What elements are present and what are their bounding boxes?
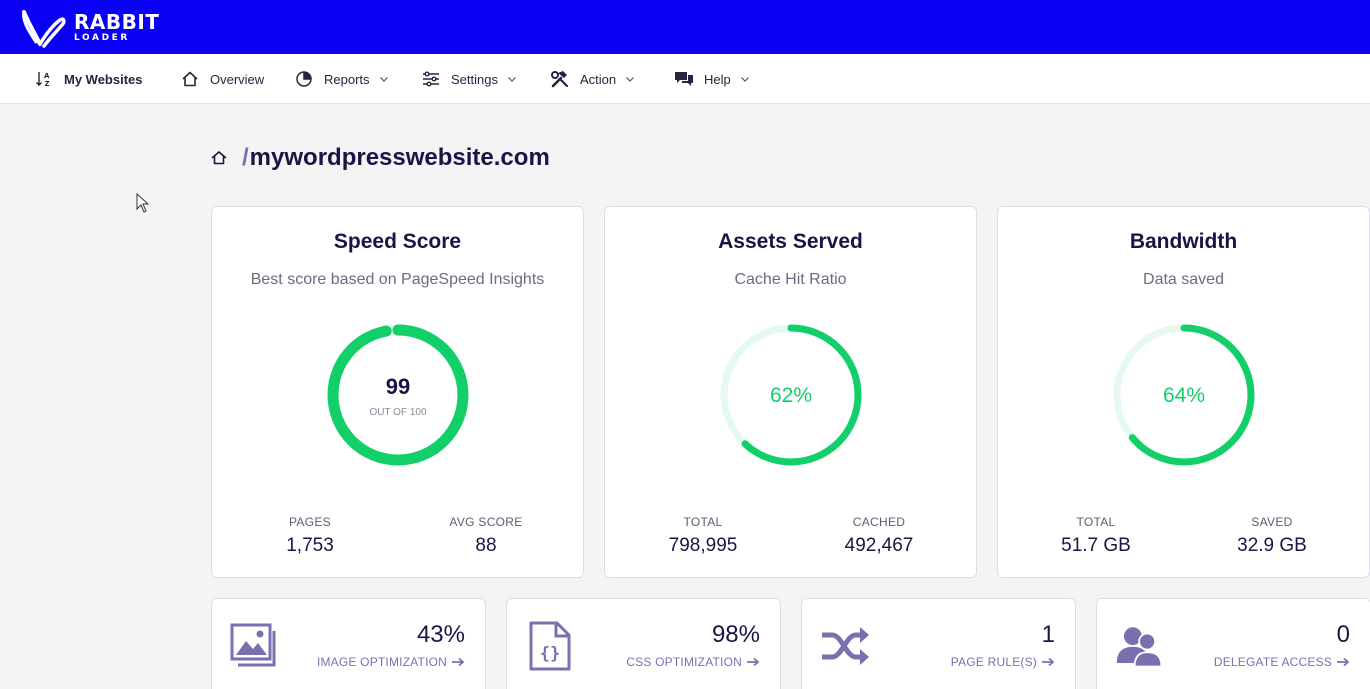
chevron-down-icon [379,74,389,84]
chevron-down-icon [625,74,635,84]
center-value: 99 [385,374,409,399]
nav-action-label: Action [580,71,617,87]
tile-link[interactable]: IMAGE OPTIMIZATION [317,655,465,669]
nav-reports[interactable]: Reports [294,54,389,104]
home-icon [180,69,200,89]
card-title: Bandwidth [1129,230,1238,253]
chevron-down-icon [507,74,517,84]
tools-icon [550,69,570,89]
svg-text:Z: Z [45,80,50,88]
stat-avg-score: AVG SCORE 88 [416,515,556,557]
stat-value: 492,467 [844,535,914,556]
nav-my-websites-label: My Websites [64,71,143,87]
stat-pages: PAGES 1,753 [240,515,380,557]
arrow-right-icon [1042,657,1055,667]
brand-line1: RABBIT [74,9,160,34]
pie-chart-icon [294,69,314,89]
nav-settings[interactable]: Settings [421,54,517,104]
tile-label: CSS OPTIMIZATION [626,655,742,669]
progress-arc [327,324,468,466]
stat-total: TOTAL 51.7 GB [1026,515,1166,557]
speed-score-card: Speed Score Best score based on PageSpee… [211,206,584,578]
nav-help-label: Help [704,71,731,87]
center-value: 64% [1162,384,1204,407]
nav-my-websites[interactable]: A Z My Websites [34,54,143,104]
stat-label: CACHED [852,515,906,529]
delegate-access-tile[interactable]: 0 DELEGATE ACCESS [1096,598,1370,689]
breadcrumb-separator: / [242,144,249,171]
nav-settings-label: Settings [451,71,498,87]
image-optimization-tile[interactable]: 43% IMAGE OPTIMIZATION [211,598,486,689]
tile-value: 0 [1336,621,1350,648]
card-subtitle: Cache Hit Ratio [734,271,847,288]
bandwidth-donut: 64% [1113,324,1254,466]
shuffle-icon [822,627,869,665]
center-sub: OUT OF 100 [369,407,426,418]
arrow-right-icon [747,657,760,667]
home-icon[interactable] [210,149,228,167]
tile-link[interactable]: CSS OPTIMIZATION [626,655,760,669]
card-subtitle: Data saved [1143,271,1224,288]
brand-line2: LOADER [74,32,130,43]
nav-action[interactable]: Action [550,54,635,104]
chevron-down-icon [740,74,750,84]
mouse-cursor-icon [136,193,150,213]
tile-label: DELEGATE ACCESS [1213,655,1332,669]
rabbit-loader-logo[interactable]: RABBIT LOADER [18,6,159,48]
stat-cached: CACHED 492,467 [809,515,949,557]
stat-label: SAVED [1251,515,1293,529]
stat-label: PAGES [289,515,331,529]
tile-value: 1 [1041,621,1055,648]
rabbit-ears-icon [22,10,66,48]
tile-value: 43% [416,621,465,648]
sliders-icon [421,69,441,89]
tile-link[interactable]: PAGE RULE(S) [951,655,1055,669]
card-title: Speed Score [333,230,462,253]
stat-label: TOTAL [683,515,723,529]
nav-bar: A Z My Websites Overview Reports Setting… [0,54,1370,104]
card-title: Assets Served [718,230,863,253]
stat-label: AVG SCORE [449,515,523,529]
bandwidth-card: Bandwidth Data saved 64% TOTAL 51.7 GB S… [997,206,1370,578]
css-optimization-tile[interactable]: {} 98% CSS OPTIMIZATION [506,598,781,689]
stat-label: TOTAL [1076,515,1116,529]
svg-text:A: A [44,72,50,80]
nav-help[interactable]: Help [674,54,750,104]
stat-value: 88 [475,535,497,556]
progress-arc [720,324,861,466]
chat-bubbles-icon [674,69,694,89]
tile-label: PAGE RULE(S) [950,655,1037,669]
stat-saved: SAVED 32.9 GB [1202,515,1342,557]
stat-value: 798,995 [668,535,738,556]
svg-text:{}: {} [540,644,560,664]
card-subtitle: Best score based on PageSpeed Insights [250,271,545,288]
center-value: 62% [769,384,811,407]
assets-served-card: Assets Served Cache Hit Ratio 62% TOTAL … [604,206,977,578]
top-bar: RABBIT LOADER [0,0,1370,54]
cache-hit-donut: 62% [720,324,861,466]
nav-reports-label: Reports [324,71,370,87]
speed-score-donut: 99 OUT OF 100 [327,324,468,466]
stat-total: TOTAL 798,995 [633,515,773,557]
nav-overview[interactable]: Overview [180,54,264,104]
tile-value: 98% [711,621,760,648]
stat-value: 1,753 [286,535,334,556]
progress-arc [1113,324,1254,466]
arrow-right-icon [1337,657,1350,667]
css-file-icon: {} [529,621,571,671]
stat-value: 51.7 GB [1061,535,1131,556]
breadcrumb: / mywordpresswebsite.com [210,144,550,172]
sort-az-icon: A Z [34,69,54,89]
image-gallery-icon [230,623,276,667]
tile-link[interactable]: DELEGATE ACCESS [1214,655,1350,669]
users-icon [1116,627,1163,668]
arrow-right-icon [452,657,465,667]
nav-overview-label: Overview [210,71,265,87]
stat-value: 32.9 GB [1237,535,1307,556]
tile-label: IMAGE OPTIMIZATION [316,655,447,669]
page-title: mywordpresswebsite.com [249,144,550,171]
page-rules-tile[interactable]: 1 PAGE RULE(S) [801,598,1076,689]
